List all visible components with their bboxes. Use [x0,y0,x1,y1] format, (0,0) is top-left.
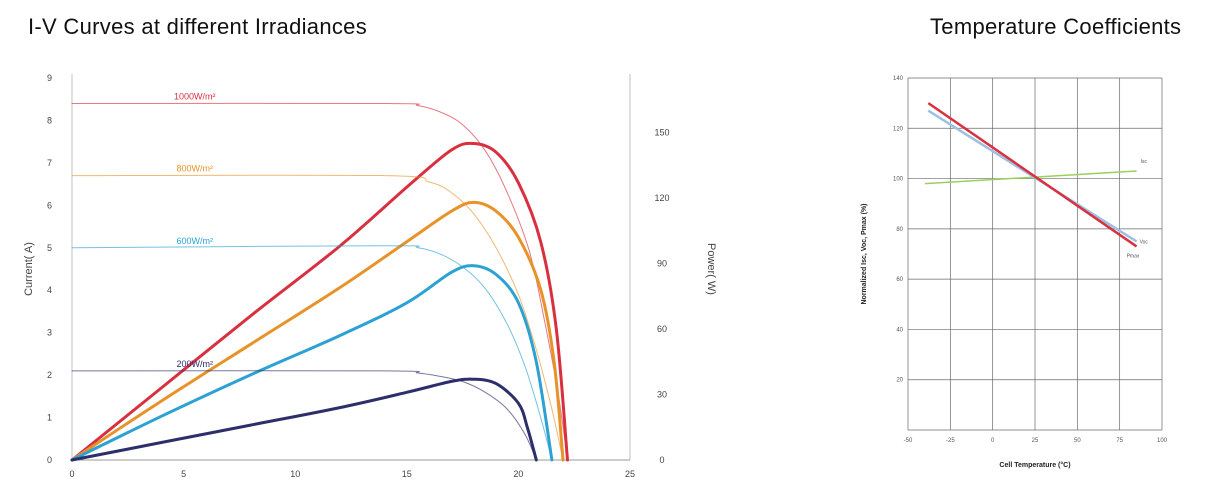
iv-y2-tick-label: 60 [657,324,667,334]
iv-x-tick-label: 10 [290,469,300,479]
iv-y-tick-label: 3 [47,328,52,338]
power-curve [70,200,565,462]
irradiance-label: 1000W/m² [174,91,216,101]
iv-y-axis-label: Current( A) [23,242,35,296]
temp-x-axis-label: Cell Temperature (°C) [999,461,1070,469]
temp-y-tick-label: 100 [893,177,904,183]
coefficient-line [927,102,1138,248]
iv-x-tick-label: 0 [69,469,74,479]
iv-y2-tick-label: 150 [654,128,669,138]
irradiance-label: 800W/m² [177,164,214,174]
coefficient-line-label: Pmax [1127,253,1140,259]
coefficient-line-label: Isc [1141,159,1148,165]
iv-y-tick-label: 2 [47,370,52,380]
iv-y-tick-label: 1 [47,413,52,423]
iv-chart-title: I-V Curves at different Irradiances [28,14,368,39]
current-curve [71,102,568,461]
temp-x-tick-label: 100 [1157,438,1168,444]
temp-x-tick-label: 0 [991,438,995,444]
current-curve [71,245,553,461]
current-curve [71,174,564,461]
temp-chart-title: Temperature Coefficients [930,14,1182,39]
iv-x-tick-label: 5 [181,469,186,479]
temp-y-tick-label: 40 [896,327,903,333]
irradiance-label: 600W/m² [177,236,214,246]
iv-y-tick-label: 6 [47,200,52,210]
iv-y2-tick-label: 120 [654,193,669,203]
iv-y2-tick-label: 90 [657,259,667,269]
temp-y-axis-label: Normalized Isc, Voc, Pmax (%) [861,203,868,304]
temp-y-tick-label: 120 [893,126,904,132]
iv-y-tick-label: 7 [47,158,52,168]
iv-x-tick-label: 25 [625,469,635,479]
temp-x-tick-label: -25 [946,438,955,444]
iv-x-tick-label: 20 [513,469,523,479]
iv-y-tick-label: 5 [47,243,52,253]
iv-y2-tick-label: 30 [657,390,667,400]
iv-y2-axis-label: Power( W) [705,243,717,295]
temperature-chart: -50 -25 0 25 50 75 100 20 40 60 80 100 120 140 Cell Te… [861,76,1168,469]
temp-y-tick-label: 20 [896,378,903,384]
coefficient-line [924,170,1137,185]
current-curve [71,370,537,461]
temp-x-tick-label: 50 [1074,438,1081,444]
power-curve [70,141,569,462]
iv-y-tick-label: 4 [47,285,52,295]
irradiance-label: 200W/m² [177,359,214,369]
iv-y-tick-label: 8 [47,115,52,125]
iv-chart: 0 5 10 15 20 2501234567890306090120150Current… [23,73,717,479]
temp-x-tick-label: 25 [1032,438,1039,444]
temp-x-tick-label: 75 [1116,438,1123,444]
power-curve [70,377,538,462]
temp-y-tick-label: 80 [896,227,903,233]
temp-y-tick-label: 140 [893,76,904,82]
iv-y2-tick-label: 0 [659,455,664,465]
coefficient-line-label: Voc [1140,239,1149,245]
temp-y-tick-label: 60 [896,277,903,283]
power-curve [70,264,554,462]
temp-x-tick-label: -50 [904,438,913,444]
iv-x-tick-label: 15 [402,469,412,479]
iv-y-tick-label: 9 [47,73,52,83]
iv-y-tick-label: 0 [47,455,52,465]
